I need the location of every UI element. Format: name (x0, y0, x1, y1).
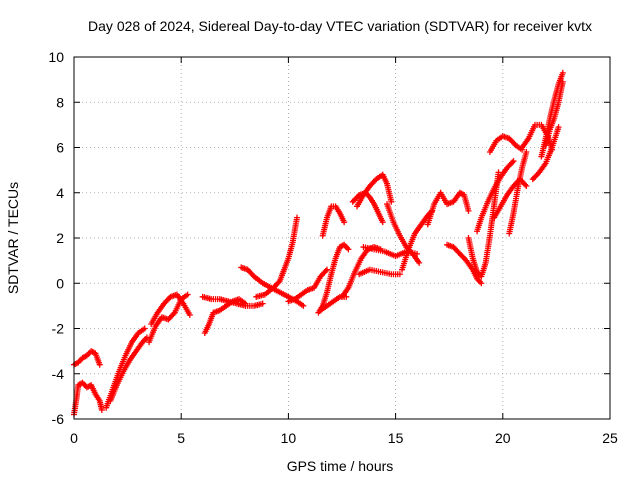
series-markers (542, 78, 566, 149)
series-arc-5 (148, 291, 193, 327)
series-markers (71, 379, 105, 418)
y-tick-label: -6 (52, 411, 65, 427)
series-arc-28 (506, 149, 530, 237)
y-tick-label: 2 (56, 230, 64, 246)
series-arc-6 (146, 291, 191, 346)
series-arc-26 (486, 133, 526, 156)
series-arc-32 (529, 124, 562, 183)
series-markers (146, 291, 191, 346)
series-markers (356, 266, 403, 278)
series-arc-25 (474, 158, 517, 235)
y-tick-label: 0 (56, 275, 64, 291)
series-markers (238, 264, 307, 309)
series-markers (529, 124, 562, 183)
data-points (71, 69, 566, 418)
series-markers (486, 133, 526, 156)
grid (74, 57, 610, 419)
x-axis-label: GPS time / hours (287, 458, 394, 474)
series-arc-21 (399, 207, 436, 273)
series-arc-4 (107, 334, 150, 404)
series-arc-12 (315, 241, 352, 316)
x-tick-label: 5 (177, 430, 185, 446)
series-arc-11 (285, 266, 330, 305)
series-markers (506, 149, 530, 237)
x-tick-label: 0 (70, 430, 78, 446)
series-markers (315, 241, 352, 316)
series-markers (444, 241, 485, 287)
x-tick-label: 15 (388, 430, 404, 446)
series-markers (71, 348, 103, 368)
series-arc-3 (103, 325, 148, 411)
series-markers (399, 207, 436, 273)
x-tick-label: 10 (281, 430, 297, 446)
series-arc-23 (444, 241, 485, 287)
y-tick-label: -2 (52, 321, 65, 337)
series-arc-13 (319, 203, 348, 239)
series-arc-2 (71, 379, 105, 418)
series-markers (538, 69, 566, 160)
series-markers (253, 214, 300, 300)
y-tick-label: -4 (52, 366, 65, 382)
series-markers (424, 189, 472, 228)
series-markers (319, 203, 348, 239)
axis-ticks: 0 5 10 15 20 25 -6 -4 -2 0 2 4 6 8 10 (48, 49, 618, 446)
y-tick-label: 8 (56, 94, 64, 110)
y-axis-label: SDTVAR / TECUs (5, 182, 21, 294)
series-arc-1 (71, 348, 103, 368)
series-markers (199, 293, 266, 309)
series-markers (349, 189, 386, 226)
series-arc-10 (253, 214, 300, 300)
series-markers (107, 334, 150, 404)
chart-title: Day 028 of 2024, Sidereal Day-to-day VTE… (88, 18, 592, 34)
series-arc-19 (356, 266, 403, 278)
series-arc-31 (542, 78, 566, 149)
series-arc-17 (349, 189, 386, 226)
y-tick-label: 6 (56, 140, 64, 156)
x-tick-label: 25 (602, 430, 618, 446)
series-arc-30 (538, 69, 566, 160)
series-markers (148, 291, 193, 327)
series-markers (474, 158, 517, 235)
y-tick-label: 4 (56, 185, 64, 201)
series-arc-22 (424, 189, 472, 228)
series-arc-8 (199, 293, 266, 309)
series-arc-9 (238, 264, 307, 309)
series-markers (285, 266, 330, 305)
series-arc-20 (384, 201, 423, 266)
y-tick-label: 10 (48, 49, 64, 65)
x-tick-label: 20 (495, 430, 511, 446)
